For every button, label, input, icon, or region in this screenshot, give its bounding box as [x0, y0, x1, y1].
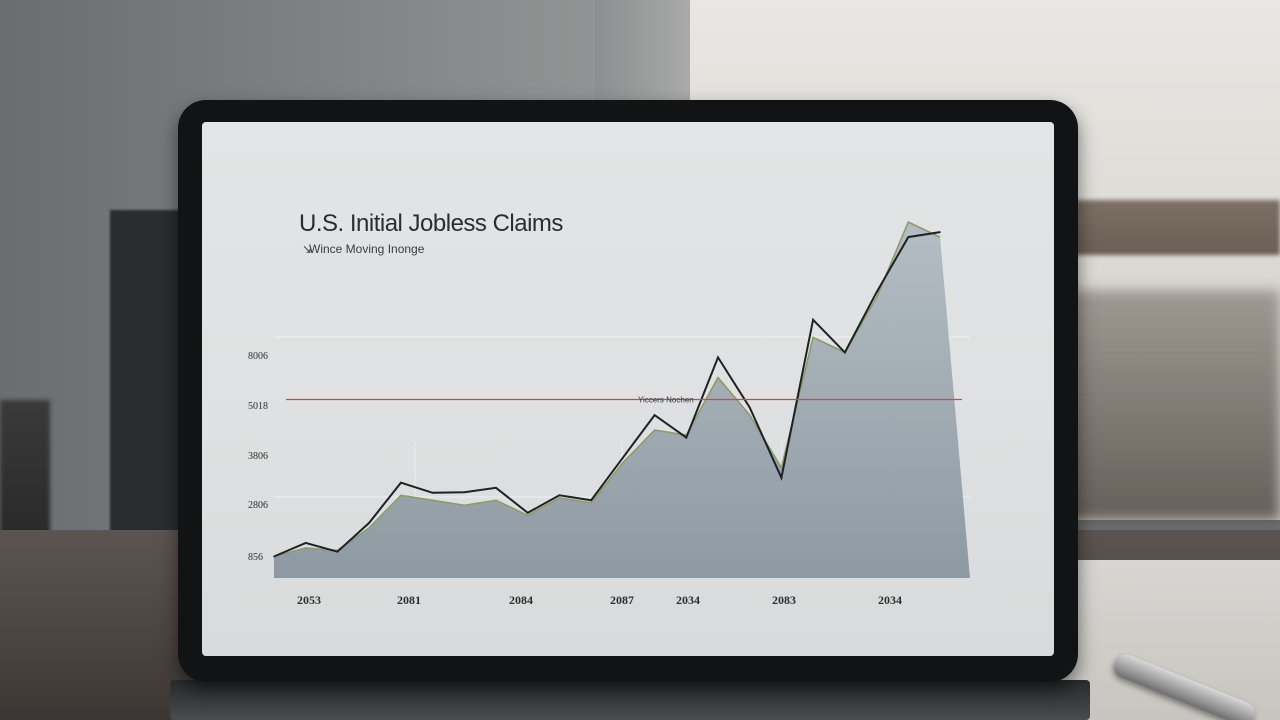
data-point [907, 236, 910, 238]
x-tick-label: 2083 [772, 593, 796, 607]
data-point [336, 550, 339, 553]
x-tick-label: 2034 [878, 593, 902, 607]
x-tick-label: 2034 [676, 593, 700, 607]
data-point [463, 491, 466, 494]
reference-line-label: Yiccers Nochen [638, 396, 694, 405]
series-line-primary [273, 231, 941, 558]
data-point [526, 512, 529, 514]
data-point [431, 491, 434, 494]
y-tick-label: 3806 [248, 451, 268, 462]
y-tick-label: 856 [248, 552, 263, 563]
chart-plot: Yiccers Nochen 856 2806 3806 5018 8006 2053 2… [248, 221, 970, 607]
x-tick-label: 2084 [509, 593, 533, 607]
y-tick-label: 2806 [248, 500, 268, 511]
data-point [304, 542, 307, 544]
data-point [400, 481, 402, 484]
chart-subtitle: Wince Moving Inonge [309, 242, 425, 256]
data-point [273, 555, 275, 558]
keyboard-edge [170, 680, 1090, 720]
data-point [748, 406, 751, 409]
y-tick-label: 8006 [248, 351, 268, 362]
background-pillar [595, 0, 690, 110]
data-point [558, 494, 561, 497]
data-point [844, 351, 846, 354]
series-line-secondary [273, 221, 941, 558]
background-skyline [1040, 290, 1280, 520]
x-tick-label: 2053 [297, 593, 321, 607]
data-point [685, 436, 688, 439]
chart-title: U.S. Initial Jobless Claims [299, 210, 563, 237]
x-tick-label: 2081 [397, 593, 421, 607]
data-point [590, 499, 592, 502]
y-tick-label: 5018 [248, 401, 268, 412]
data-point [368, 522, 370, 524]
data-point [780, 476, 783, 479]
data-point [939, 231, 941, 233]
data-point [875, 291, 878, 294]
x-tick-label: 2087 [610, 593, 634, 607]
data-point [812, 319, 814, 321]
subtitle-arrow-icon: ↘ [302, 242, 313, 256]
data-point [717, 356, 719, 359]
series-area [274, 222, 970, 578]
data-point [653, 414, 656, 416]
tablet-screen: U.S. Initial Jobless Claims ↘ Wince Movi… [202, 122, 1054, 656]
data-point [622, 456, 624, 459]
data-point [495, 486, 497, 489]
